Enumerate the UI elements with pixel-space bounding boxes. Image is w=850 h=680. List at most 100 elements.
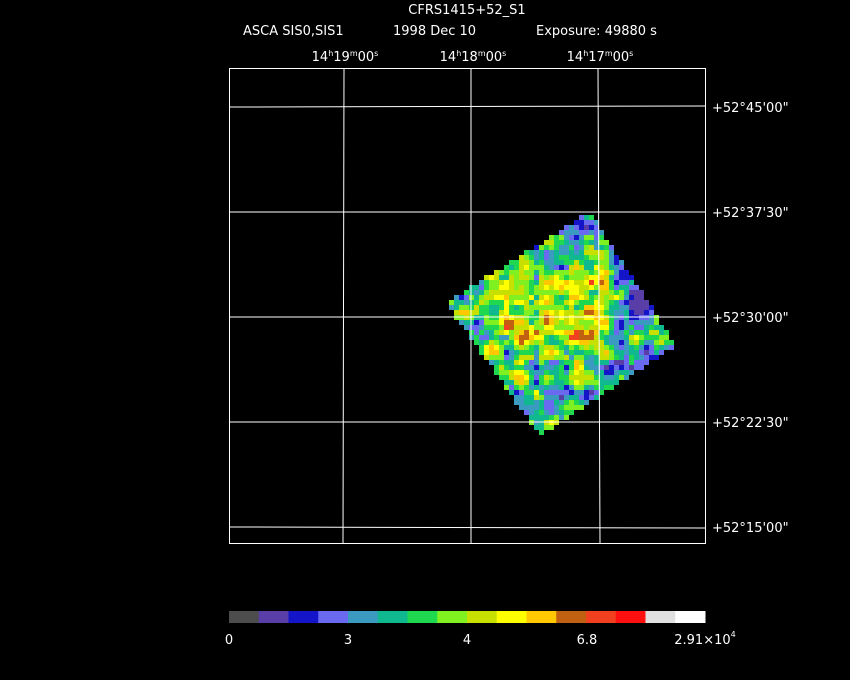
image-pixel: [514, 335, 519, 340]
image-pixel: [584, 330, 589, 335]
image-pixel: [569, 410, 574, 415]
image-pixel: [474, 335, 479, 340]
image-pixel: [504, 290, 509, 295]
image-pixel: [519, 285, 524, 290]
image-pixel: [544, 415, 549, 420]
image-pixel: [544, 380, 549, 385]
image-pixel: [474, 330, 479, 335]
image-pixel: [619, 340, 624, 345]
image-pixel: [534, 405, 539, 410]
image-pixel: [559, 255, 564, 260]
image-pixel: [594, 280, 599, 285]
image-pixel: [599, 295, 604, 300]
image-pixel: [594, 240, 599, 245]
image-pixel: [619, 345, 624, 350]
image-pixel: [539, 390, 544, 395]
image-pixel: [509, 270, 514, 275]
image-pixel: [609, 375, 614, 380]
image-pixel: [519, 310, 524, 315]
image-pixel: [629, 365, 634, 370]
image-pixel: [514, 265, 519, 270]
image-pixel: [499, 275, 504, 280]
ra-unit: s: [629, 49, 633, 58]
colorbar-segment: [675, 611, 706, 623]
image-pixel: [534, 285, 539, 290]
image-pixel: [569, 325, 574, 330]
image-pixel: [619, 275, 624, 280]
ra-value: 17: [588, 50, 605, 65]
image-pixel: [649, 355, 654, 360]
image-pixel: [559, 270, 564, 275]
image-pixel: [624, 325, 629, 330]
image-pixel: [609, 275, 614, 280]
image-pixel: [554, 335, 559, 340]
image-pixel: [474, 295, 479, 300]
colorbar-segment: [496, 611, 527, 623]
image-pixel: [559, 400, 564, 405]
image-pixel: [634, 345, 639, 350]
image-pixel: [554, 340, 559, 345]
image-pixel: [574, 325, 579, 330]
image-pixel: [544, 410, 549, 415]
image-pixel: [654, 330, 659, 335]
image-pixel: [589, 365, 594, 370]
image-pixel: [554, 365, 559, 370]
image-pixel: [499, 290, 504, 295]
image-pixel: [559, 405, 564, 410]
image-pixel: [644, 305, 649, 310]
image-pixel: [629, 310, 634, 315]
image-pixel: [574, 335, 579, 340]
image-pixel: [579, 335, 584, 340]
image-pixel: [604, 350, 609, 355]
image-pixel: [549, 275, 554, 280]
image-pixel: [514, 290, 519, 295]
image-pixel: [524, 335, 529, 340]
image-pixel: [464, 305, 469, 310]
image-pixel: [509, 385, 514, 390]
image-pixel: [604, 375, 609, 380]
image-pixel: [539, 255, 544, 260]
image-pixel: [554, 265, 559, 270]
image-pixel: [609, 285, 614, 290]
colorbar-segment: [586, 611, 617, 623]
image-pixel: [614, 360, 619, 365]
image-pixel: [519, 320, 524, 325]
image-pixel: [514, 390, 519, 395]
image-pixel: [594, 255, 599, 260]
image-pixel: [614, 340, 619, 345]
image-pixel: [589, 335, 594, 340]
image-pixel: [534, 320, 539, 325]
image-pixel: [544, 390, 549, 395]
image-pixel: [559, 415, 564, 420]
image-pixel: [599, 355, 604, 360]
image-pixel: [514, 355, 519, 360]
image-pixel: [514, 300, 519, 305]
image-pixel: [584, 230, 589, 235]
image-pixel: [549, 415, 554, 420]
image-pixel: [624, 305, 629, 310]
image-pixel: [619, 270, 624, 275]
image-pixel: [589, 275, 594, 280]
image-pixel: [614, 255, 619, 260]
image-pixel: [544, 260, 549, 265]
image-pixel: [509, 390, 514, 395]
image-pixel: [479, 345, 484, 350]
image-pixel: [549, 340, 554, 345]
image-pixel: [549, 235, 554, 240]
image-pixel: [604, 300, 609, 305]
image-pixel: [519, 335, 524, 340]
image-pixel: [499, 310, 504, 315]
image-pixel: [479, 285, 484, 290]
image-pixel: [649, 330, 654, 335]
image-pixel: [599, 245, 604, 250]
image-pixel: [619, 290, 624, 295]
image-pixel: [539, 265, 544, 270]
image-pixel: [634, 360, 639, 365]
image-pixel: [559, 410, 564, 415]
image-pixel: [539, 280, 544, 285]
image-pixel: [579, 275, 584, 280]
image-pixel: [554, 380, 559, 385]
image-pixel: [574, 260, 579, 265]
image-pixel: [534, 385, 539, 390]
image-pixel: [479, 290, 484, 295]
